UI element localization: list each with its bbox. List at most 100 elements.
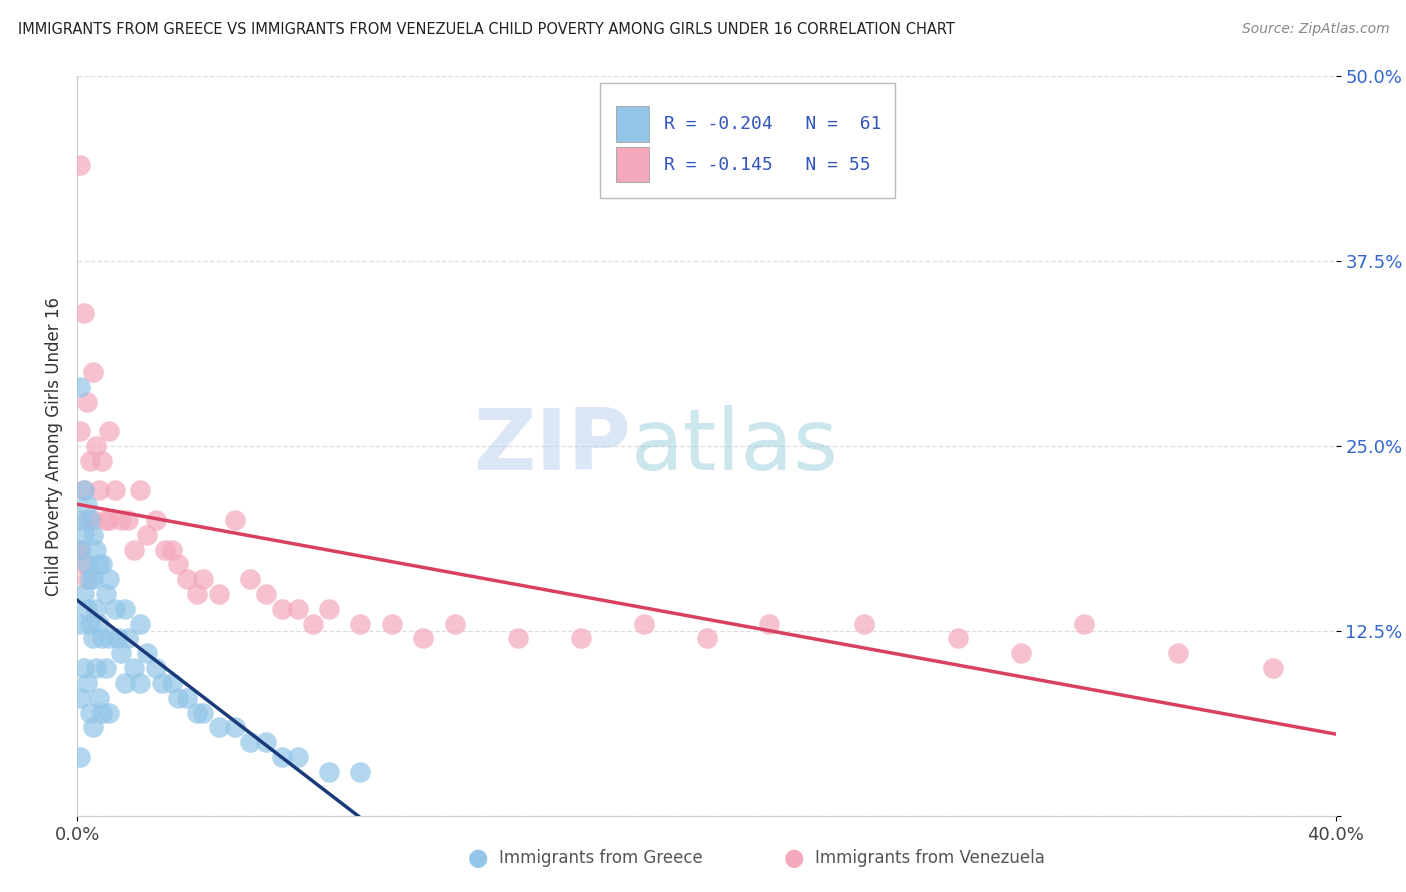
FancyBboxPatch shape bbox=[616, 147, 648, 183]
Point bbox=[122, 661, 145, 675]
Point bbox=[852, 616, 875, 631]
Text: atlas: atlas bbox=[631, 404, 839, 488]
Point bbox=[69, 158, 91, 172]
Point bbox=[76, 676, 98, 690]
Point bbox=[208, 587, 231, 601]
Point bbox=[506, 632, 529, 646]
Point bbox=[76, 513, 98, 527]
Point bbox=[97, 513, 120, 527]
Point bbox=[122, 542, 145, 557]
Point bbox=[104, 483, 127, 498]
Point bbox=[117, 632, 139, 646]
Point bbox=[191, 706, 215, 720]
Point bbox=[110, 646, 132, 660]
Point bbox=[84, 602, 107, 616]
Point bbox=[91, 558, 114, 572]
Point bbox=[129, 483, 152, 498]
Text: IMMIGRANTS FROM GREECE VS IMMIGRANTS FROM VENEZUELA CHILD POVERTY AMONG GIRLS UN: IMMIGRANTS FROM GREECE VS IMMIGRANTS FRO… bbox=[18, 22, 955, 37]
Point bbox=[82, 632, 104, 646]
Point bbox=[91, 454, 114, 468]
Point bbox=[89, 483, 111, 498]
Point bbox=[349, 616, 371, 631]
Point bbox=[117, 513, 139, 527]
Point bbox=[79, 572, 101, 586]
Point bbox=[69, 542, 91, 557]
Point bbox=[696, 632, 718, 646]
Point bbox=[167, 558, 190, 572]
Point bbox=[948, 632, 970, 646]
Point bbox=[412, 632, 434, 646]
Point bbox=[76, 602, 98, 616]
Point bbox=[82, 513, 104, 527]
Point bbox=[82, 572, 104, 586]
Point bbox=[254, 587, 277, 601]
Point bbox=[145, 661, 167, 675]
Point bbox=[129, 676, 152, 690]
Point bbox=[94, 513, 117, 527]
Point bbox=[107, 632, 129, 646]
Point bbox=[110, 513, 132, 527]
Point bbox=[270, 750, 292, 764]
Y-axis label: Child Poverty Among Girls Under 16: Child Poverty Among Girls Under 16 bbox=[45, 296, 63, 596]
Point bbox=[97, 632, 120, 646]
Point bbox=[186, 587, 208, 601]
Point bbox=[97, 572, 120, 586]
Point bbox=[97, 706, 120, 720]
Point bbox=[79, 513, 101, 527]
Point bbox=[72, 587, 94, 601]
Point bbox=[176, 572, 198, 586]
Point bbox=[72, 528, 94, 542]
Text: ●: ● bbox=[785, 847, 804, 870]
Point bbox=[224, 513, 246, 527]
Point bbox=[318, 764, 340, 779]
FancyBboxPatch shape bbox=[616, 106, 648, 142]
Point bbox=[239, 735, 262, 749]
Text: ●: ● bbox=[468, 847, 488, 870]
Point bbox=[135, 528, 157, 542]
Point bbox=[89, 616, 111, 631]
Point bbox=[160, 542, 183, 557]
Point bbox=[758, 616, 780, 631]
Point bbox=[97, 424, 120, 438]
Text: R = -0.204   N =  61: R = -0.204 N = 61 bbox=[664, 115, 882, 133]
Text: R = -0.145   N = 55: R = -0.145 N = 55 bbox=[664, 156, 870, 174]
Point bbox=[150, 676, 173, 690]
Point bbox=[76, 572, 98, 586]
Point bbox=[1167, 646, 1189, 660]
Point bbox=[91, 706, 114, 720]
Point bbox=[72, 558, 94, 572]
Point bbox=[239, 572, 262, 586]
Point bbox=[76, 498, 98, 512]
Point bbox=[94, 587, 117, 601]
Point bbox=[76, 394, 98, 409]
Text: ZIP: ZIP bbox=[474, 404, 631, 488]
Point bbox=[76, 558, 98, 572]
Point bbox=[167, 690, 190, 705]
Point bbox=[302, 616, 325, 631]
Point bbox=[84, 439, 107, 453]
Point bbox=[224, 720, 246, 734]
Point bbox=[79, 706, 101, 720]
Point bbox=[79, 616, 101, 631]
Point bbox=[287, 750, 309, 764]
Point bbox=[72, 483, 94, 498]
Point bbox=[444, 616, 467, 631]
Point bbox=[270, 602, 292, 616]
Point bbox=[208, 720, 231, 734]
Point bbox=[72, 483, 94, 498]
Point bbox=[176, 690, 198, 705]
Point bbox=[114, 602, 136, 616]
Point bbox=[254, 735, 277, 749]
Text: Source: ZipAtlas.com: Source: ZipAtlas.com bbox=[1241, 22, 1389, 37]
Point bbox=[186, 706, 208, 720]
Point bbox=[89, 690, 111, 705]
Point bbox=[82, 720, 104, 734]
Point bbox=[191, 572, 215, 586]
Point bbox=[1010, 646, 1032, 660]
Bar bbox=[599, 83, 896, 198]
Point bbox=[69, 542, 91, 557]
Point bbox=[155, 542, 177, 557]
Point bbox=[1073, 616, 1095, 631]
Point bbox=[1261, 661, 1284, 675]
Point bbox=[318, 602, 340, 616]
